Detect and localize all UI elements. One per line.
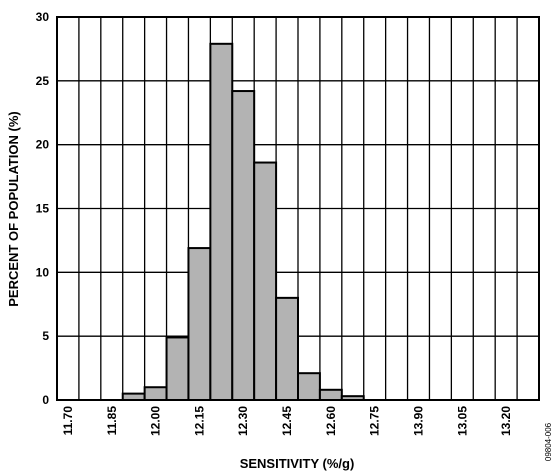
histogram-bar (231, 90, 256, 402)
x-tick-label: 13.90 (412, 406, 426, 436)
y-tick-label: 20 (36, 138, 50, 152)
y-axis-label: PERCENT OF POPULATION (%) (6, 111, 21, 306)
x-tick-label: 13.05 (455, 406, 469, 436)
x-tick-label: 12.15 (192, 406, 206, 436)
y-tick-label: 0 (42, 393, 49, 407)
figure-code: 09804-006 (544, 422, 553, 461)
x-tick-label: 11.85 (105, 406, 119, 436)
x-tick-label: 12.30 (236, 406, 250, 436)
y-tick-label: 5 (42, 329, 49, 343)
y-tick-label: 15 (36, 202, 50, 216)
histogram-bar (209, 42, 234, 402)
y-tick-label: 25 (36, 74, 50, 88)
x-tick-labels: 11.70 11.85 12.00 12.15 12.30 12.45 12.60 12.75… (61, 406, 513, 436)
x-tick-label: 12.75 (368, 406, 382, 436)
x-axis-label: SENSITIVITY (%/g) (240, 456, 355, 471)
histogram-bar (275, 296, 300, 401)
x-tick-label: 12.45 (280, 406, 294, 436)
plot-frame (56, 16, 540, 401)
x-tick-label: 11.70 (61, 406, 75, 436)
x-tick-label: 12.60 (324, 406, 338, 436)
y-tick-label: 30 (36, 10, 50, 24)
x-tick-label: 13.20 (499, 406, 513, 436)
histogram-bar (297, 372, 321, 402)
histogram-bar (187, 247, 212, 401)
x-tick-label: 12.00 (149, 406, 163, 436)
histogram-bar (253, 161, 278, 401)
histogram-bar (143, 386, 168, 402)
y-tick-label: 10 (36, 265, 50, 279)
bars-group (121, 42, 365, 402)
histogram-bar (318, 388, 343, 401)
grid-lines (57, 17, 539, 400)
y-tick-labels: 0 5 10 15 20 25 30 (36, 10, 50, 407)
histogram-bar (165, 336, 190, 401)
